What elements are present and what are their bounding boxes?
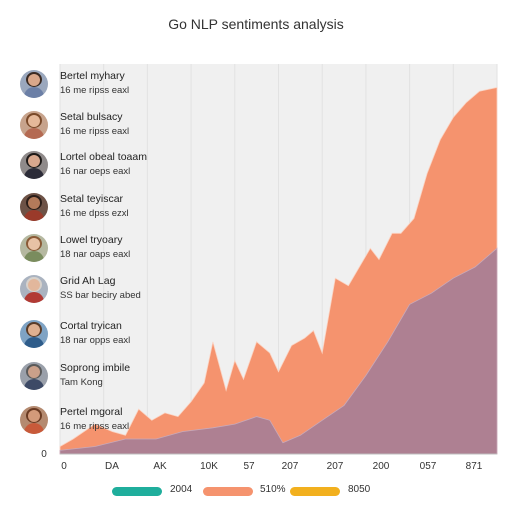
- list-item: Cortal tryican 18 nar opps eaxl: [20, 316, 170, 356]
- person-subtitle: 16 me ripss eaxl: [60, 421, 130, 432]
- avatar-shoulders: [24, 168, 44, 179]
- avatar: [20, 70, 48, 98]
- x-tick-label: 200: [373, 461, 390, 472]
- person-name: Grid Ah Lag: [60, 275, 116, 287]
- person-name: Cortal tryican: [60, 320, 122, 332]
- series-areas: [59, 87, 498, 455]
- legend-swatch: [112, 487, 162, 496]
- avatar-face: [28, 279, 40, 291]
- x-tick-label: 207: [282, 461, 299, 472]
- list-item: Setal teyiscar 16 me dpss ezxl: [20, 189, 170, 229]
- avatar-face: [28, 238, 40, 250]
- avatar: [20, 234, 48, 262]
- person-name: Lowel tryoary: [60, 234, 123, 246]
- list-item: Pertel mgoral 16 me ripss eaxl: [20, 402, 170, 442]
- avatar-shoulders: [24, 337, 44, 348]
- y-tick-labels: 0: [41, 449, 47, 460]
- avatar-face: [28, 324, 40, 336]
- legend-swatch: [203, 487, 253, 496]
- person-subtitle: 16 me ripss eaxl: [60, 85, 130, 96]
- avatar: [20, 320, 48, 348]
- legend-swatch: [290, 487, 340, 496]
- list-item: Setal bulsacy 16 me ripss eaxl: [20, 107, 170, 147]
- person-subtitle: 16 nar oeps eaxl: [60, 166, 131, 177]
- legend-label: 8050: [348, 484, 371, 495]
- person-name: Setal teyiscar: [60, 193, 124, 205]
- chart-title: Go NLP sentiments analysis: [168, 16, 344, 32]
- x-tick-label: 0: [61, 461, 67, 472]
- avatar-shoulders: [24, 251, 44, 262]
- avatar-face: [28, 366, 40, 378]
- avatar: [20, 406, 48, 434]
- avatar-face: [28, 115, 40, 127]
- list-item: Lowel tryoary 18 nar oaps eaxl: [20, 230, 170, 270]
- x-tick-label: 057: [420, 461, 437, 472]
- y-tick-label: 0: [41, 449, 47, 460]
- avatar: [20, 111, 48, 139]
- x-tick-labels: 0 DA AK 10K 57 207 207 200 057 871: [61, 461, 483, 472]
- avatar: [20, 362, 48, 390]
- avatar: [20, 151, 48, 179]
- avatar-shoulders: [24, 128, 44, 139]
- person-subtitle: 18 nar opps eaxl: [60, 335, 131, 346]
- avatar-face: [28, 410, 40, 422]
- x-tick-label: 871: [466, 461, 483, 472]
- legend-label: 510%: [260, 484, 286, 495]
- person-subtitle: 18 nar oaps eaxl: [60, 249, 131, 260]
- x-tick-label: AK: [153, 461, 167, 472]
- list-item: Lortel obeal toaam 16 nar oeps eaxl: [20, 147, 170, 187]
- avatar-shoulders: [24, 292, 44, 303]
- person-subtitle: 16 me ripss eaxl: [60, 126, 130, 137]
- x-tick-label: DA: [105, 461, 119, 472]
- avatar-face: [28, 74, 40, 86]
- series-area-1: [59, 247, 498, 455]
- person-name: Bertel myhary: [60, 70, 125, 82]
- avatar-shoulders: [24, 210, 44, 221]
- x-tick-label: 10K: [200, 461, 218, 472]
- list-item: Soprong imbile Tam Kong: [20, 358, 170, 398]
- person-name: Pertel mgoral: [60, 406, 123, 418]
- person-subtitle: SS bar beciry abed: [60, 290, 141, 301]
- person-name: Setal bulsacy: [60, 111, 123, 123]
- avatar-shoulders: [24, 87, 44, 98]
- person-subtitle: 16 me dpss ezxl: [60, 208, 129, 219]
- x-tick-label: 57: [243, 461, 255, 472]
- x-tick-label: 207: [327, 461, 344, 472]
- avatar: [20, 193, 48, 221]
- avatar-face: [28, 197, 40, 209]
- legend: 2004 510% 8050: [0, 484, 512, 498]
- list-item: Bertel myhary 16 me ripss eaxl: [20, 66, 170, 106]
- list-item: Grid Ah Lag SS bar beciry abed: [20, 271, 170, 311]
- avatar-shoulders: [24, 379, 44, 390]
- person-name: Lortel obeal toaam: [60, 151, 147, 163]
- avatar-face: [28, 155, 40, 167]
- person-subtitle: Tam Kong: [60, 377, 103, 388]
- person-name: Soprong imbile: [60, 362, 131, 374]
- avatar-shoulders: [24, 423, 44, 434]
- legend-label: 2004: [170, 484, 193, 495]
- avatar: [20, 275, 48, 303]
